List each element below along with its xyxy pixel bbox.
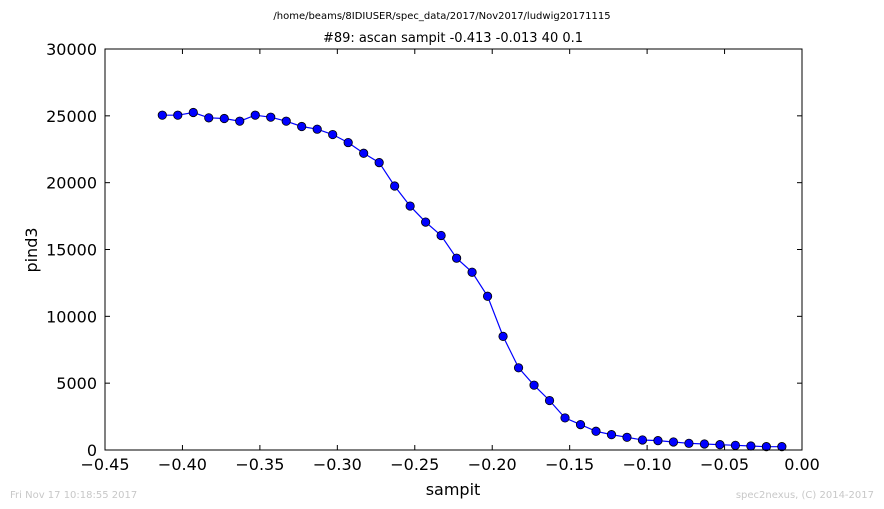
- x-axis-label: sampit: [426, 480, 481, 499]
- chart-title: #89: ascan sampit -0.413 -0.013 40 0.1: [323, 31, 583, 46]
- x-tick-label: −0.45: [80, 455, 129, 474]
- footer-timestamp: Fri Nov 17 10:18:55 2017: [10, 490, 137, 501]
- data-point: [622, 432, 632, 442]
- data-point: [575, 420, 586, 430]
- data-point: [173, 110, 183, 120]
- data-point: [390, 181, 400, 191]
- y-tick-label: 30000: [46, 40, 97, 59]
- axes-frame: [104, 48, 803, 451]
- data-point: [746, 441, 756, 451]
- data-point: [451, 253, 462, 263]
- data-point: [498, 331, 508, 341]
- y-tick-label: 0: [87, 441, 97, 460]
- x-tick-label: −0.30: [313, 455, 362, 474]
- file-path-header: /home/beams/8IDIUSER/spec_data/2017/Nov2…: [273, 11, 610, 22]
- x-tick-label: −0.20: [468, 455, 517, 474]
- data-point: [405, 201, 415, 211]
- y-tick-label: 15000: [46, 241, 97, 260]
- x-tick-label: −0.25: [390, 455, 439, 474]
- data-point: [653, 436, 663, 446]
- x-tick-label: −0.05: [700, 455, 749, 474]
- data-point: [668, 437, 679, 447]
- data-point: [699, 439, 710, 449]
- data-point: [157, 110, 167, 120]
- y-tick-label: 20000: [46, 174, 97, 193]
- y-tick-label: 5000: [56, 374, 97, 393]
- y-tick-label: 25000: [46, 107, 97, 126]
- data-point: [730, 440, 740, 450]
- data-point: [606, 430, 617, 440]
- plot-area: −0.45 −0.40 −0.35 −0.30 −0.25 −0.20 −0.15 −0.10…: [46, 40, 820, 474]
- data-point: [328, 129, 338, 140]
- y-tick-label: 10000: [46, 307, 97, 326]
- data-point: [421, 217, 431, 227]
- footer-credit: spec2nexus, (C) 2014-2017: [736, 490, 874, 501]
- data-point: [467, 267, 477, 277]
- data-point: [343, 137, 353, 148]
- data-point: [359, 148, 369, 158]
- x-tick-label: −0.10: [623, 455, 672, 474]
- data-point: [281, 116, 291, 126]
- x-tick-label: −0.40: [158, 455, 207, 474]
- data-point: [684, 438, 694, 448]
- series-line: [162, 111, 782, 448]
- data-point: [637, 435, 648, 445]
- data-point: [436, 230, 446, 241]
- data-point: [250, 110, 260, 120]
- data-point: [266, 112, 276, 122]
- y-axis-label: pind3: [22, 227, 41, 272]
- data-point: [297, 121, 307, 132]
- data-point: [560, 413, 570, 423]
- data-point: [513, 363, 524, 373]
- data-point: [544, 395, 555, 406]
- x-tick-label: −0.15: [545, 455, 594, 474]
- x-tick-label: 0.00: [784, 455, 820, 474]
- data-point: [591, 426, 601, 436]
- data-point: [235, 116, 245, 126]
- data-point: [312, 124, 322, 134]
- data-point: [219, 113, 229, 124]
- data-point: [188, 107, 198, 118]
- data-point: [529, 380, 539, 390]
- data-point: [374, 158, 384, 168]
- data-point: [204, 113, 214, 123]
- data-point: [715, 440, 725, 450]
- data-point: [482, 291, 493, 301]
- data-point: [777, 442, 787, 452]
- x-tick-label: −0.35: [235, 455, 284, 474]
- data-point: [761, 442, 771, 452]
